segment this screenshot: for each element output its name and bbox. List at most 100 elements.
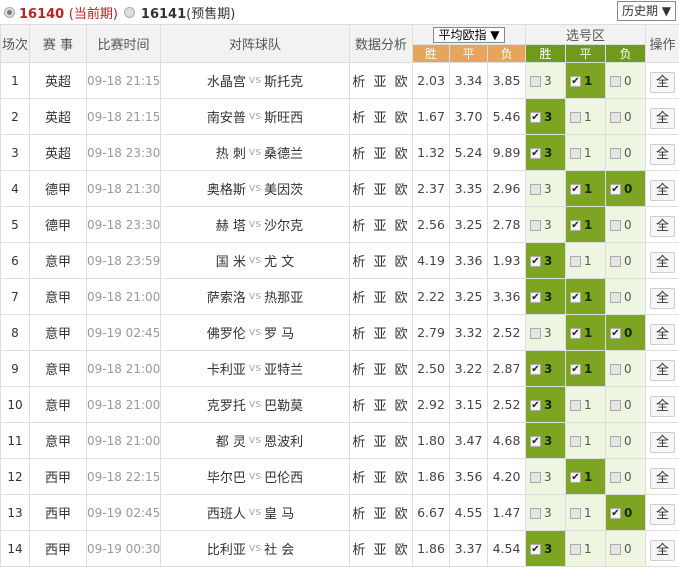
away-team[interactable]: 热那亚 (264, 291, 304, 306)
pick-lose[interactable]: 0 (604, 242, 647, 279)
pick-lose[interactable]: 0 (604, 350, 647, 387)
away-team[interactable]: 社 会 (264, 543, 295, 558)
checkbox-icon[interactable] (570, 399, 581, 411)
analysis-links[interactable]: 析 亚 欧 (349, 530, 413, 567)
checkbox-icon[interactable] (570, 147, 581, 159)
checkbox-icon[interactable] (610, 543, 621, 555)
presale-period-label[interactable]: 16141(预售期) (140, 6, 236, 22)
pick-win[interactable]: 3 (525, 458, 566, 495)
analysis-links[interactable]: 析 亚 欧 (349, 98, 413, 135)
away-team[interactable]: 罗 马 (264, 327, 295, 342)
pick-draw[interactable]: 1 (565, 386, 606, 423)
select-all-button[interactable]: 全 (650, 468, 676, 489)
analysis-links[interactable]: 析 亚 欧 (349, 422, 413, 459)
checkbox-icon[interactable] (570, 435, 581, 447)
select-all-button[interactable]: 全 (650, 504, 676, 525)
pick-win[interactable]: ✔ 3 (525, 530, 566, 567)
pick-win[interactable]: 3 (525, 206, 566, 243)
away-team[interactable]: 斯托克 (264, 75, 304, 90)
checkbox-checked-icon[interactable]: ✔ (570, 219, 581, 231)
history-period-select[interactable]: 历史期 ▼ (616, 1, 676, 21)
pick-draw[interactable]: ✔ 1 (565, 350, 606, 387)
checkbox-icon[interactable] (610, 147, 621, 159)
away-team[interactable]: 巴伦西 (264, 471, 304, 486)
checkbox-icon[interactable] (610, 363, 621, 375)
pick-win[interactable]: ✔ 3 (525, 242, 566, 279)
pick-win[interactable]: ✔ 3 (525, 386, 566, 423)
select-all-button[interactable]: 全 (650, 432, 676, 453)
pick-win[interactable]: ✔ 3 (525, 350, 566, 387)
checkbox-checked-icon[interactable]: ✔ (570, 471, 581, 483)
pick-lose[interactable]: 0 (604, 134, 647, 171)
pick-draw[interactable]: ✔ 1 (565, 458, 606, 495)
checkbox-checked-icon[interactable]: ✔ (530, 111, 541, 123)
select-all-button[interactable]: 全 (650, 144, 676, 165)
checkbox-icon[interactable] (610, 219, 621, 231)
home-team[interactable]: 南安普 (206, 111, 246, 126)
pick-lose[interactable]: 0 (604, 458, 647, 495)
checkbox-icon[interactable] (530, 183, 541, 195)
home-team[interactable]: 克罗托 (206, 399, 246, 414)
select-all-button[interactable]: 全 (650, 540, 676, 561)
checkbox-checked-icon[interactable]: ✔ (570, 75, 581, 87)
checkbox-icon[interactable] (610, 255, 621, 267)
analysis-links[interactable]: 析 亚 欧 (349, 206, 413, 243)
pick-draw[interactable]: ✔ 1 (565, 170, 606, 207)
analysis-links[interactable]: 析 亚 欧 (349, 350, 413, 387)
radio-presale-period[interactable] (123, 6, 135, 18)
checkbox-icon[interactable] (570, 507, 581, 519)
pick-draw[interactable]: 1 (565, 134, 606, 171)
analysis-links[interactable]: 析 亚 欧 (349, 242, 413, 279)
analysis-links[interactable]: 析 亚 欧 (349, 62, 413, 99)
pick-win[interactable]: ✔ 3 (525, 98, 566, 135)
checkbox-icon[interactable] (530, 471, 541, 483)
pick-draw[interactable]: 1 (565, 242, 606, 279)
checkbox-checked-icon[interactable]: ✔ (530, 435, 541, 447)
away-team[interactable]: 皇 马 (264, 507, 295, 522)
home-team[interactable]: 西班人 (206, 507, 246, 522)
home-team[interactable]: 佛罗伦 (206, 327, 246, 342)
checkbox-icon[interactable] (530, 219, 541, 231)
away-team[interactable]: 沙尔克 (264, 219, 304, 234)
pick-win[interactable]: ✔ 3 (525, 134, 566, 171)
checkbox-checked-icon[interactable]: ✔ (530, 543, 541, 555)
pick-draw[interactable]: 1 (565, 530, 606, 567)
select-all-button[interactable]: 全 (650, 108, 676, 129)
away-team[interactable]: 美因茨 (264, 183, 304, 198)
checkbox-icon[interactable] (570, 111, 581, 123)
pick-lose[interactable]: 0 (604, 386, 647, 423)
current-period-label[interactable]: 16140 (当前期) (19, 6, 118, 22)
pick-draw[interactable]: ✔ 1 (565, 206, 606, 243)
pick-draw[interactable]: ✔ 1 (565, 278, 606, 315)
select-all-button[interactable]: 全 (650, 288, 676, 309)
select-all-button[interactable]: 全 (650, 252, 676, 273)
away-team[interactable]: 桑德兰 (264, 147, 304, 162)
odds-type-select[interactable]: 平均欧指 ▼ (433, 27, 505, 43)
checkbox-checked-icon[interactable]: ✔ (570, 363, 581, 375)
analysis-links[interactable]: 析 亚 欧 (349, 134, 413, 171)
pick-draw[interactable]: ✔ 1 (565, 314, 606, 351)
away-team[interactable]: 亚特兰 (264, 363, 304, 378)
checkbox-checked-icon[interactable]: ✔ (570, 291, 581, 303)
pick-win[interactable]: 3 (525, 62, 566, 99)
checkbox-icon[interactable] (570, 255, 581, 267)
analysis-links[interactable]: 析 亚 欧 (349, 278, 413, 315)
away-team[interactable]: 恩波利 (264, 435, 304, 450)
pick-lose[interactable]: 0 (604, 422, 647, 459)
checkbox-checked-icon[interactable]: ✔ (570, 183, 581, 195)
checkbox-checked-icon[interactable]: ✔ (530, 291, 541, 303)
home-team[interactable]: 奥格斯 (206, 183, 246, 198)
select-all-button[interactable]: 全 (650, 324, 676, 345)
pick-lose[interactable]: ✔ 0 (604, 494, 647, 531)
pick-draw[interactable]: 1 (565, 494, 606, 531)
checkbox-icon[interactable] (610, 435, 621, 447)
away-team[interactable]: 尤 文 (264, 255, 295, 270)
checkbox-checked-icon[interactable]: ✔ (610, 507, 621, 519)
pick-win[interactable]: 3 (525, 494, 566, 531)
home-team[interactable]: 热 刺 (215, 147, 246, 162)
checkbox-checked-icon[interactable]: ✔ (530, 363, 541, 375)
pick-lose[interactable]: 0 (604, 98, 647, 135)
pick-win[interactable]: 3 (525, 314, 566, 351)
checkbox-icon[interactable] (570, 543, 581, 555)
home-team[interactable]: 都 灵 (215, 435, 246, 450)
